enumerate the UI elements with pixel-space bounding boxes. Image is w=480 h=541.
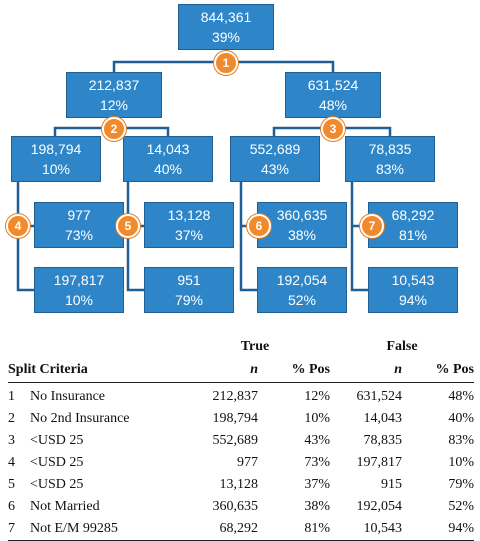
- split-criteria-table: True False Split Criteria n % Pos n % Po…: [8, 336, 474, 541]
- table-row: 3 <USD 25 552,689 43% 78,835 83%: [8, 433, 474, 448]
- split-badge-6: 6: [247, 214, 271, 238]
- table-row: 5 <USD 25 13,128 37% 915 79%: [8, 477, 474, 492]
- group-false-header: False: [386, 339, 418, 354]
- table-row: 2 No 2nd Insurance 198,794 10% 14,043 40%: [8, 411, 474, 426]
- tree-node-root: 844,361 39%: [178, 4, 274, 50]
- tree-leaf: 10,543 94%: [368, 267, 458, 313]
- table-row: 4 <USD 25 977 73% 197,817 10%: [8, 455, 474, 470]
- tree-node-l1-left: 212,837 12%: [66, 72, 162, 118]
- tree-leaf: 13,128 37%: [144, 202, 234, 248]
- tree-leaf: 197,817 10%: [34, 267, 124, 313]
- tree-node-l1-right: 631,524 48%: [285, 72, 381, 118]
- split-badge-3: 3: [321, 117, 345, 141]
- tree-node-l2-c: 552,689 43%: [230, 136, 320, 182]
- split-badge-2: 2: [102, 117, 126, 141]
- decision-tree: 844,361 39% 212,837 12% 631,524 48% 198,794…: [6, 4, 458, 313]
- tree-node-l2-a: 198,794 10%: [11, 136, 101, 182]
- table-row: 1 No Insurance 212,837 12% 631,524 48%: [8, 389, 474, 404]
- split-badge-7: 7: [360, 214, 384, 238]
- tree-leaf: 951 79%: [144, 267, 234, 313]
- true-n-header: n: [180, 358, 258, 383]
- split-badge-5: 5: [116, 214, 140, 238]
- tree-leaf: 977 73%: [34, 202, 124, 248]
- tree-node-l2-d: 78,835 83%: [345, 136, 435, 182]
- tree-leaf: 192,054 52%: [257, 267, 347, 313]
- split-badge-1: 1: [214, 51, 238, 75]
- table-row: 6 Not Married 360,635 38% 192,054 52%: [8, 499, 474, 514]
- split-criteria-header: Split Criteria: [8, 358, 180, 383]
- tree-node-l2-b: 14,043 40%: [123, 136, 213, 182]
- false-n-header: n: [330, 358, 402, 383]
- tree-leaf: 360,635 38%: [257, 202, 347, 248]
- false-pos-header: % Pos: [402, 358, 474, 383]
- split-badge-4: 4: [6, 214, 30, 238]
- group-true-header: True: [240, 339, 270, 354]
- true-pos-header: % Pos: [258, 358, 330, 383]
- tree-leaf: 68,292 81%: [368, 202, 458, 248]
- table-row: 7 Not E/M 99285 68,292 81% 10,543 94%: [8, 518, 474, 541]
